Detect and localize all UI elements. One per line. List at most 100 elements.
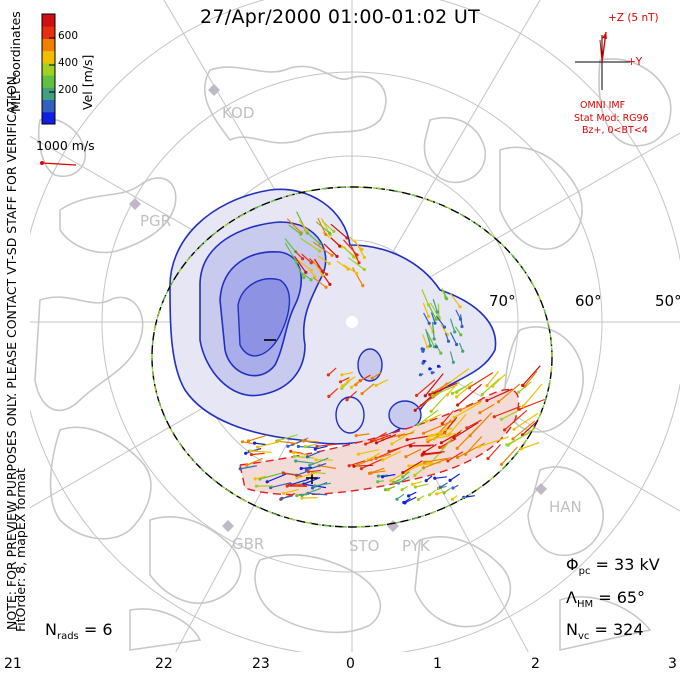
velocity-vector [454, 326, 462, 336]
velocity-vector [307, 492, 328, 496]
velocity-vector [449, 473, 461, 481]
boundary-vector [530, 280, 535, 286]
velocity-vector [251, 452, 265, 456]
boundary-vector [513, 452, 518, 458]
velocity-vector [458, 342, 464, 352]
velocity-vector [429, 302, 440, 318]
velocity-vector [296, 472, 316, 479]
mlt-tick-0: 0 [346, 656, 355, 672]
velocity-vector [382, 473, 396, 478]
velocity-vector [405, 448, 422, 458]
velocity-vector [312, 259, 323, 276]
velocity-vector [478, 436, 509, 448]
stat-phi-pc: Φpc = 33 kV [566, 555, 660, 578]
velocity-vector [357, 459, 371, 466]
boundary-vector [488, 231, 493, 237]
boundary-vector [240, 497, 246, 502]
velocity-vector [398, 432, 414, 437]
boundary-vector [188, 455, 193, 461]
velocity-vector [423, 312, 430, 324]
velocity-vector [396, 493, 405, 500]
velocity-vector [248, 434, 267, 442]
boundary-vector [538, 294, 541, 300]
boundary-vector [169, 281, 174, 287]
station-han: HAN [549, 498, 582, 516]
velocity-vector [309, 258, 328, 275]
velocity-vector [301, 466, 313, 470]
boundary-vector [158, 400, 161, 406]
velocity-vector [424, 457, 452, 463]
velocity-vector [328, 387, 339, 397]
boundary-vector [522, 439, 527, 445]
boundary-vector [428, 199, 434, 203]
velocity-vector [388, 442, 416, 452]
velocity-vector [315, 445, 328, 450]
velocity-vector [427, 435, 451, 441]
velocity-vector [444, 332, 450, 342]
velocity-vector [340, 376, 350, 383]
velocity-vector [371, 371, 383, 379]
fit-order-label: FitOrder: 8, mapEX format [13, 468, 28, 632]
velocity-vector [469, 412, 493, 437]
velocity-vector [416, 379, 436, 396]
velocity-vector [391, 429, 416, 445]
velocity-vector [404, 496, 417, 504]
boundary-vector [444, 205, 450, 209]
velocity-vector [452, 495, 458, 500]
velocity-vector [506, 432, 530, 446]
velocity-vector [431, 427, 453, 436]
boundary-vector [501, 464, 507, 470]
boundary-vector [187, 255, 192, 261]
velocity-vector [441, 431, 461, 444]
velocity-vector [281, 495, 294, 499]
boundary-vector [522, 267, 526, 273]
boundary-vector [460, 213, 465, 217]
velocity-vector [423, 443, 437, 453]
coastlines [34, 58, 672, 651]
velocity-vector [453, 401, 482, 418]
velocity-vector [479, 403, 495, 414]
velocity-vector [455, 309, 462, 320]
velocity-vector [382, 450, 402, 461]
boundary-vector [154, 385, 157, 392]
velocity-vector [432, 299, 438, 313]
boundary-vector [474, 222, 480, 227]
velocity-vector [298, 445, 318, 449]
velocity-vector [375, 447, 401, 459]
velocity-vector [422, 302, 430, 317]
velocity-vector [288, 224, 302, 235]
velocity-vector [308, 469, 321, 473]
boundary-vector [239, 213, 245, 218]
colorbar-segment [42, 26, 55, 39]
velocity-vector [283, 488, 299, 494]
velocity-vector [426, 413, 442, 422]
velocity-vector [402, 471, 410, 478]
boundary-vector [500, 242, 506, 248]
station-markers [129, 84, 547, 532]
station-sto: STO [349, 537, 380, 555]
velocity-vector [453, 422, 479, 439]
velocity-vector [435, 315, 445, 328]
velocity-vector [371, 470, 386, 474]
velocity-vector [284, 242, 298, 263]
velocity-vector [412, 480, 423, 485]
velocity-vector [466, 419, 482, 429]
boundary-vector [226, 488, 231, 493]
velocity-vector [427, 431, 447, 443]
velocity-vector [443, 487, 451, 494]
stat-n-rads: Nrads = 6 [45, 620, 113, 643]
colorbar-segment [42, 14, 55, 27]
velocity-vector [448, 413, 467, 435]
boundary-vector [475, 486, 481, 491]
velocity-vector [377, 480, 384, 483]
velocity-vector [240, 465, 258, 470]
velocity-vector [330, 237, 341, 247]
velocity-vector [254, 442, 267, 446]
velocity-vector [425, 328, 431, 346]
velocity-vector [321, 220, 335, 232]
boundary-vector [378, 524, 384, 527]
velocity-vector [361, 458, 384, 470]
velocity-vector [522, 383, 543, 407]
velocity-vector [408, 491, 417, 497]
boundary-vector [429, 511, 435, 515]
